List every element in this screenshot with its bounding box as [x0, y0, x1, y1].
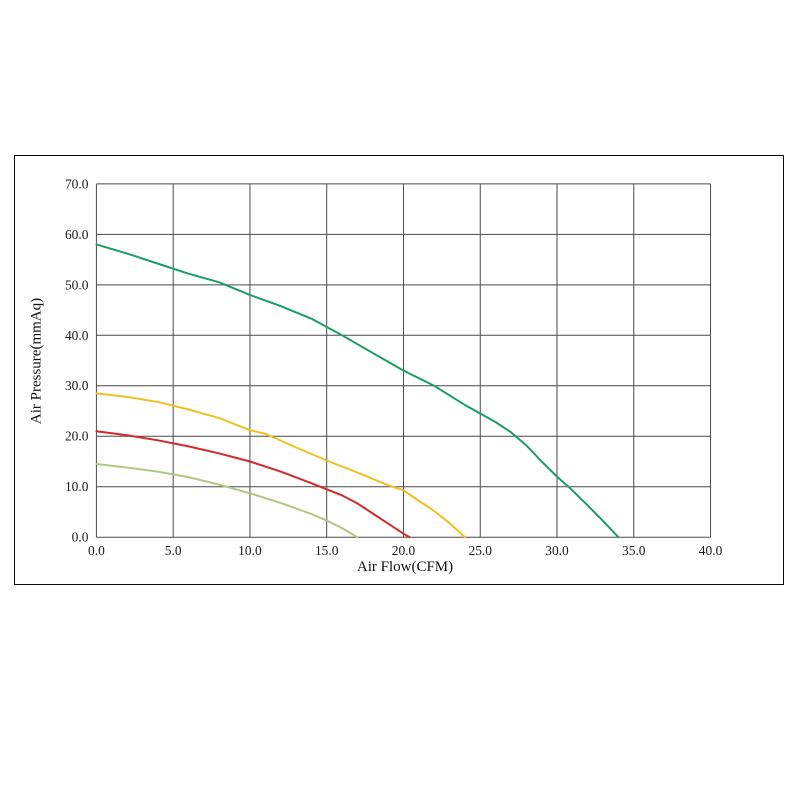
x-tick-label: 10.0 [238, 543, 262, 558]
x-tick-label: 25.0 [468, 543, 492, 558]
fan-performance-chart: 0.0 5.0 10.0 15.0 20.0 25.0 30.0 35.0 40.0 0.0 10.… [65, 176, 723, 558]
y-tick-label: 10.0 [65, 479, 89, 494]
y-axis-title: Air Pressure(mmAq) [28, 297, 45, 425]
x-tick-label: 15.0 [315, 543, 339, 558]
y-tick-label: 0.0 [72, 530, 89, 545]
x-axis-title: Air Flow(CFM) [356, 559, 454, 575]
x-tick-label: 35.0 [622, 543, 646, 558]
y-tick-label: 50.0 [65, 277, 89, 292]
chart-frame: 0.0 5.0 10.0 15.0 20.0 25.0 30.0 35.0 40.0 0.0 10.… [14, 155, 784, 585]
series-green-curve [95, 243, 620, 539]
y-tick-label: 30.0 [65, 378, 89, 393]
y-tick-label: 60.0 [65, 227, 89, 242]
x-tick-label: 40.0 [699, 543, 723, 558]
x-tick-label: 30.0 [545, 543, 569, 558]
series-red-curve [95, 430, 411, 539]
y-tick-label: 20.0 [65, 429, 89, 444]
y-tick-label: 70.0 [65, 176, 89, 191]
x-tick-label: 5.0 [165, 543, 182, 558]
series-yellow-curve [95, 392, 466, 539]
x-tick-label: 0.0 [88, 543, 105, 558]
series-light-green-curve [95, 463, 359, 539]
y-tick-label: 40.0 [65, 328, 89, 343]
x-tick-label: 20.0 [392, 543, 416, 558]
